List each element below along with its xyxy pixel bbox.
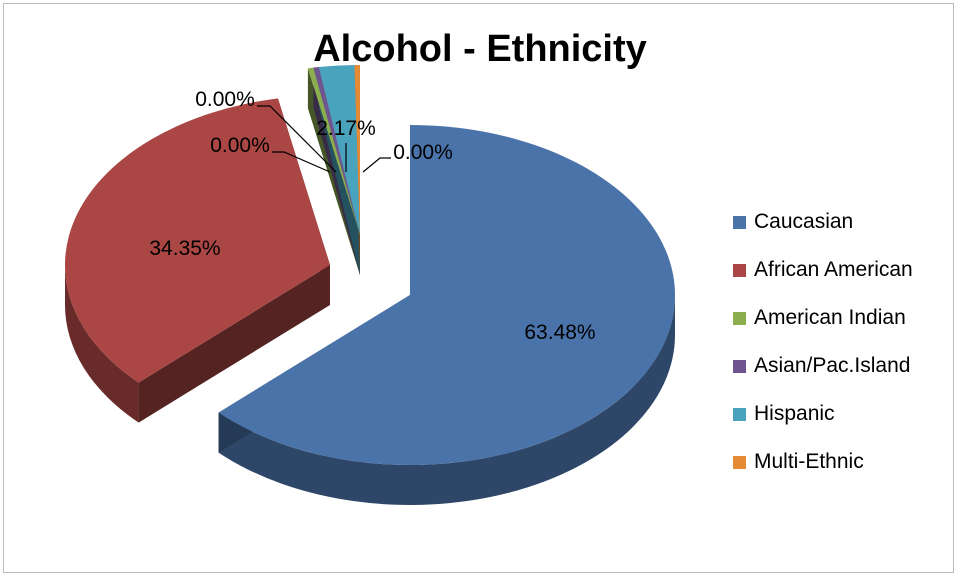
slice-hispanic <box>318 65 360 235</box>
legend-swatch <box>733 263 746 277</box>
leader-line-3 <box>257 105 337 173</box>
data-label-0: 63.48% <box>524 321 595 344</box>
legend-label: American Indian <box>754 306 906 329</box>
slice-multi-ethnic <box>354 65 360 235</box>
data-label-3: 0.00% <box>195 88 255 111</box>
slice-african-american <box>64 98 331 383</box>
chart-legend: Caucasian African American American Indian… <box>733 198 913 486</box>
legend-label: Caucasian <box>754 210 854 233</box>
legend-label: Asian/Pac.Island <box>754 354 911 377</box>
leader-line-2 <box>272 151 331 173</box>
legend-swatch <box>733 407 746 421</box>
slice-asian-pac-island <box>313 67 360 235</box>
slice-edge-1-0 <box>138 265 330 423</box>
legend-swatch <box>733 455 746 469</box>
slice-side-1 <box>65 265 139 423</box>
legend-label: Multi-Ethnic <box>754 450 864 473</box>
data-label-4: 2.17% <box>316 117 376 140</box>
chart-title: Alcohol - Ethnicity <box>313 28 647 70</box>
legend-item-caucasian: Caucasian <box>733 198 913 246</box>
legend-label: Hispanic <box>754 402 835 425</box>
slice-side-0 <box>218 295 676 506</box>
slice-american-indian <box>307 67 360 235</box>
legend-item-american-indian: American Indian <box>733 294 913 342</box>
legend-swatch <box>733 215 746 229</box>
data-label-5: 0.00% <box>393 141 453 164</box>
leader-line-5 <box>362 157 391 173</box>
legend-label: African American <box>754 258 913 281</box>
legend-item-hispanic: Hispanic <box>733 390 913 438</box>
legend-item-multi-ethnic: Multi-Ethnic <box>733 438 913 486</box>
slice-caucasian <box>218 125 676 465</box>
legend-item-asian-pac-island: Asian/Pac.Island <box>733 342 913 390</box>
legend-item-african-american: African American <box>733 246 913 294</box>
legend-swatch <box>733 311 746 325</box>
data-label-2: 0.00% <box>210 134 270 157</box>
data-label-1: 34.35% <box>149 237 220 260</box>
legend-swatch <box>733 359 746 373</box>
